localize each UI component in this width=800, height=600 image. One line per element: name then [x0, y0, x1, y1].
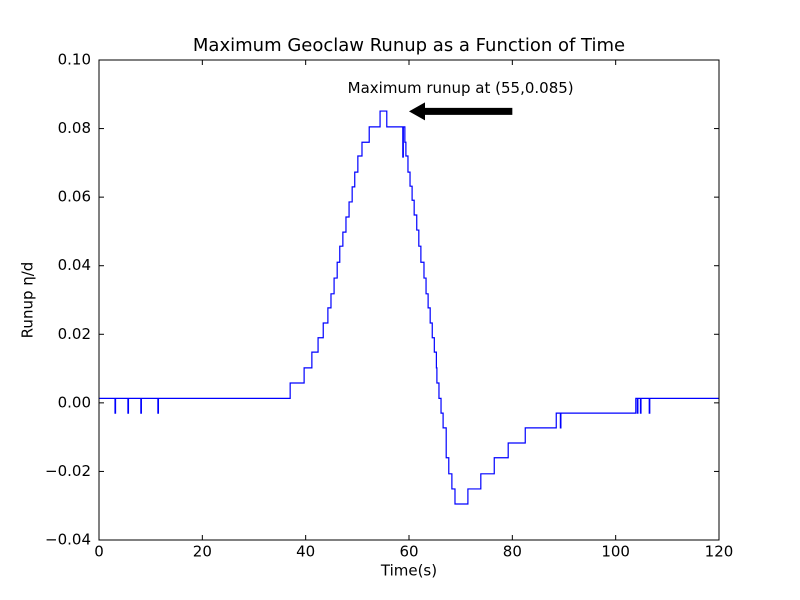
y-tick-label: 0.02	[58, 325, 91, 343]
x-tick-label: 80	[503, 543, 522, 561]
x-tick-label: 60	[399, 543, 418, 561]
x-tick-label: 20	[193, 543, 212, 561]
annotation-text: Maximum runup at (55,0.085)	[348, 79, 574, 97]
x-tick-label: 100	[601, 543, 630, 561]
y-tick-label: −0.04	[45, 531, 91, 549]
x-axis-label: Time(s)	[380, 562, 437, 580]
x-tick-label: 120	[705, 543, 734, 561]
y-tick-label: 0.04	[58, 256, 91, 274]
y-axis-label: Runup η/d	[19, 262, 37, 339]
y-tick-label: 0.10	[58, 51, 91, 69]
y-tick-label: 0.08	[58, 119, 91, 137]
y-tick-label: 0.00	[58, 393, 91, 411]
y-tick-label: −0.02	[45, 462, 91, 480]
x-tick-label: 40	[296, 543, 315, 561]
y-tick-label: 0.06	[58, 188, 91, 206]
annotation-arrow	[409, 102, 513, 121]
x-tick-label: 0	[94, 543, 104, 561]
chart-title: Maximum Geoclaw Runup as a Function of T…	[193, 35, 625, 56]
plot-frame	[98, 59, 720, 541]
data-line	[99, 110, 719, 505]
